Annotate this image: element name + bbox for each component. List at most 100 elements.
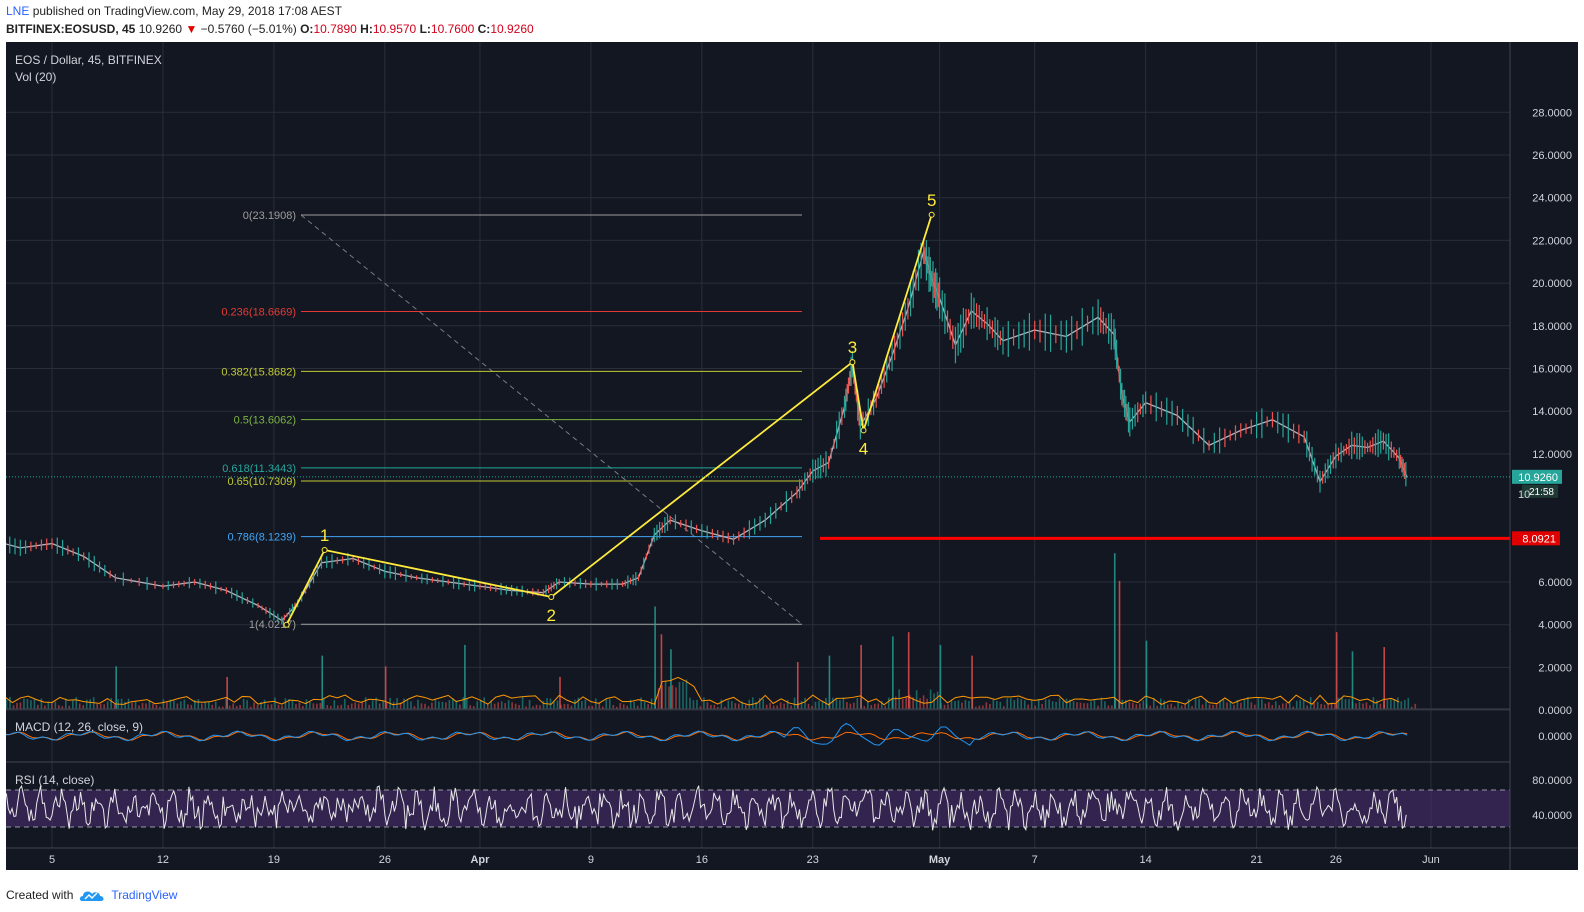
- volume-bar: [1397, 697, 1399, 709]
- volume-bar: [138, 705, 140, 709]
- volume-bar: [466, 698, 468, 709]
- support-text: 8.0921: [1522, 533, 1556, 545]
- volume-bar: [675, 687, 677, 709]
- volume-spike: [892, 636, 894, 709]
- volume-bar: [1152, 697, 1155, 709]
- volume-bar: [647, 704, 649, 709]
- volume-bar: [239, 704, 241, 709]
- volume-bar: [225, 698, 227, 709]
- volume-bar: [1355, 703, 1357, 709]
- volume-bar: [187, 704, 189, 709]
- volume-bar: [919, 698, 921, 709]
- volume-bar: [1201, 704, 1204, 709]
- volume-bar: [253, 702, 255, 709]
- volume-bar: [263, 699, 266, 709]
- volume-bar: [898, 689, 900, 709]
- price-chart[interactable]: 0(23.1908) 0.236(18.6669) 0.382(15.8682) 0.…: [6, 42, 1578, 870]
- volume-bar: [954, 701, 956, 709]
- volume-bar: [622, 704, 625, 709]
- volume-bar: [1058, 698, 1061, 709]
- volume-bar: [420, 703, 423, 709]
- volume-bar: [190, 704, 193, 709]
- volume-bar: [479, 699, 482, 709]
- publish-line: LNE published on TradingView.com, May 29…: [6, 4, 342, 18]
- volume-bar: [640, 697, 642, 709]
- volume-bar: [1247, 697, 1249, 709]
- fib-level-label: 0(23.1908): [243, 210, 296, 222]
- volume-spike: [1335, 632, 1338, 709]
- author-link[interactable]: LNE: [6, 4, 30, 18]
- volume-bar: [204, 701, 207, 709]
- volume-bar: [54, 701, 57, 709]
- volume-bar: [734, 703, 737, 709]
- volume-bar: [1240, 702, 1242, 709]
- chart-background: [6, 42, 1578, 870]
- volume-bar: [511, 702, 513, 709]
- volume-bar: [1163, 700, 1166, 709]
- volume-bar: [870, 705, 873, 709]
- volume-bar: [82, 705, 85, 709]
- volume-bar: [1264, 703, 1267, 709]
- volume-bar: [1086, 703, 1089, 709]
- volume-bar: [61, 706, 64, 709]
- volume-bar: [1128, 702, 1131, 709]
- volume-bar: [943, 704, 946, 709]
- x-tick-label: 26: [379, 854, 391, 866]
- volume-bar: [85, 699, 88, 709]
- volume-bar: [1034, 705, 1036, 709]
- volume-bar: [1348, 699, 1350, 709]
- volume-spike: [907, 632, 910, 709]
- volume-bar: [399, 702, 402, 709]
- volume-bar: [525, 706, 527, 709]
- volume-bar: [629, 699, 632, 709]
- volume-bar: [1278, 705, 1281, 709]
- volume-bar: [1170, 703, 1172, 709]
- volume-bar: [528, 700, 531, 709]
- volume-bar: [821, 700, 824, 709]
- volume-bar: [323, 698, 325, 709]
- volume-bar: [1100, 697, 1103, 709]
- volume-bar: [333, 700, 336, 709]
- volume-bar: [1281, 703, 1284, 709]
- volume-bar: [385, 702, 388, 709]
- volume-bar: [887, 697, 890, 709]
- volume-bar: [427, 706, 430, 709]
- volume-bar: [326, 704, 329, 709]
- volume-bar: [751, 697, 754, 709]
- volume-bar: [570, 705, 573, 709]
- x-tick-label: 14: [1140, 854, 1152, 866]
- volume-bar: [664, 681, 667, 709]
- volume-bar: [539, 705, 541, 709]
- volume-bar: [741, 701, 744, 709]
- volume-bar: [1261, 699, 1263, 709]
- volume-bar: [1386, 699, 1389, 709]
- volume-bar: [1191, 706, 1193, 709]
- volume-bar: [1236, 699, 1239, 709]
- volume-bar: [1254, 704, 1256, 709]
- volume-bar: [1072, 701, 1075, 709]
- volume-bar: [1125, 700, 1127, 709]
- volume-bar: [1313, 702, 1315, 709]
- volume-bar: [518, 705, 520, 709]
- volume-bar: [689, 697, 691, 709]
- price-change: −0.5760 (−5.01%): [200, 22, 297, 36]
- macd-label: MACD (12, 26, close, 9): [15, 720, 143, 734]
- volume-bar: [507, 700, 510, 709]
- volume-bar: [221, 706, 224, 709]
- volume-bar: [975, 706, 977, 709]
- volume-bar: [992, 699, 995, 709]
- volume-bar: [521, 697, 524, 709]
- volume-spike: [1383, 647, 1385, 709]
- volume-bar: [260, 701, 262, 709]
- volume-bar: [1090, 701, 1092, 709]
- volume-bar: [720, 699, 723, 709]
- volume-bar: [933, 693, 935, 709]
- close-value: 10.9260: [490, 22, 534, 36]
- volume-bar: [514, 703, 517, 709]
- volume-bar: [16, 702, 18, 709]
- wave-path: [285, 214, 933, 626]
- tradingview-link[interactable]: TradingView: [111, 888, 178, 902]
- fibonacci-retracement: 0(23.1908) 0.236(18.6669) 0.382(15.8682) 0.…: [221, 210, 803, 631]
- volume-bar: [1083, 703, 1085, 709]
- volume-spike: [1351, 651, 1354, 709]
